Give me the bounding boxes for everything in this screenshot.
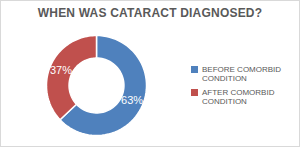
svg-text:37%: 37% [50, 64, 72, 76]
html-text:AFTER COMORBID CONDITION: AFTER COMORBID CONDITION [202, 87, 275, 106]
html-text:BEFORE COMORBID CONDITION: BEFORE COMORBID CONDITION [202, 64, 282, 83]
html-text:WHEN WAS CATARACT DIAGNOSED?: WHEN WAS CATARACT DIAGNOSED? [37, 6, 263, 20]
svg-text:63%: 63% [121, 94, 143, 106]
